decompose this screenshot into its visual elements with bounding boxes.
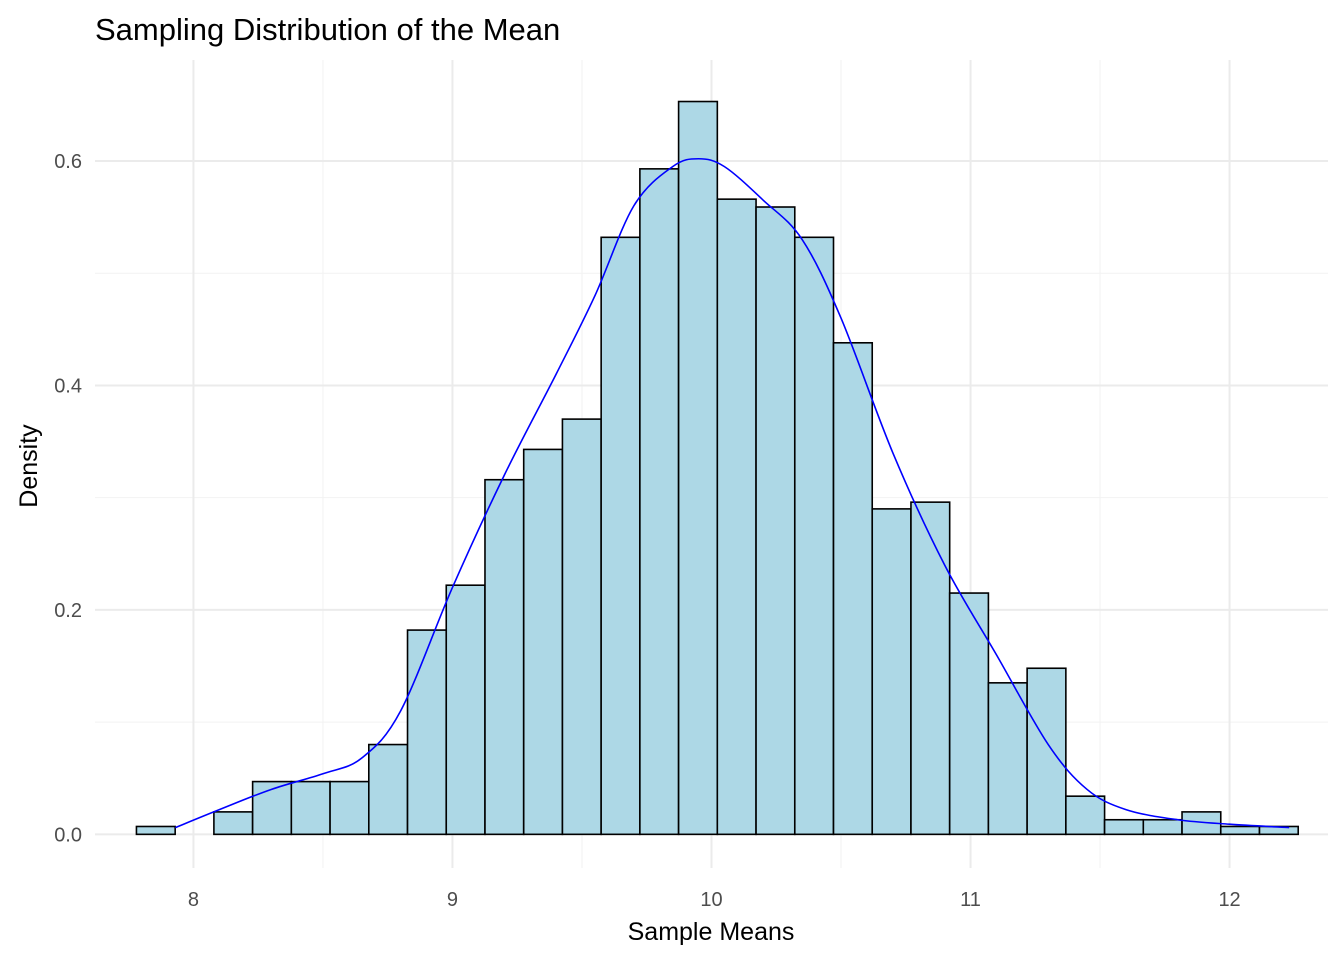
histogram-bar [561,418,602,836]
histogram-bar [329,780,370,836]
histogram-bar [522,448,564,836]
histogram-bar [484,478,525,836]
y-tick-label: 0.0 [54,824,82,846]
histogram-bar [755,206,796,836]
histogram-bar [213,811,254,836]
histogram-bar [1103,818,1145,836]
histogram-bar [1142,818,1183,836]
histogram-bar [677,100,719,836]
histogram-bar [1065,795,1106,836]
histogram-bar [910,501,951,836]
y-tick-label: 0.2 [54,600,82,622]
y-axis-ticks: 0.0 0.2 0.4 0.6 [54,151,82,846]
density-curve [174,157,1290,829]
histogram-bar [406,629,448,836]
y-tick-label: 0.4 [54,375,82,397]
chart-title: Sampling Distribution of the Mean [95,12,560,47]
x-axis-ticks: 8 9 10 11 12 [188,889,1241,911]
x-tick-label: 10 [700,889,722,911]
x-tick-label: 11 [960,889,981,911]
histogram-bar [987,682,1028,836]
histogram-bar [793,236,835,836]
histogram-bar [135,825,176,836]
histogram-bar [1026,667,1067,836]
histogram-bar [948,592,990,836]
histogram-bar [251,780,293,836]
histogram-bar [1219,825,1261,836]
x-tick-label: 12 [1218,889,1240,911]
x-tick-label: 9 [447,889,458,911]
y-axis-title: Density [15,424,43,508]
y-tick-label: 0.6 [54,151,82,173]
histogram-bar [367,743,409,836]
x-axis-title: Sample Means [628,918,795,946]
histogram-bars [135,100,1300,836]
histogram-bar [445,584,486,836]
histogram-bar [600,236,641,836]
x-tick-label: 8 [188,889,199,911]
histogram-bar [716,198,757,836]
histogram-bar [290,780,331,836]
histogram-bar [639,168,680,836]
histogram-bar [832,341,874,836]
histogram-bar [871,508,912,836]
